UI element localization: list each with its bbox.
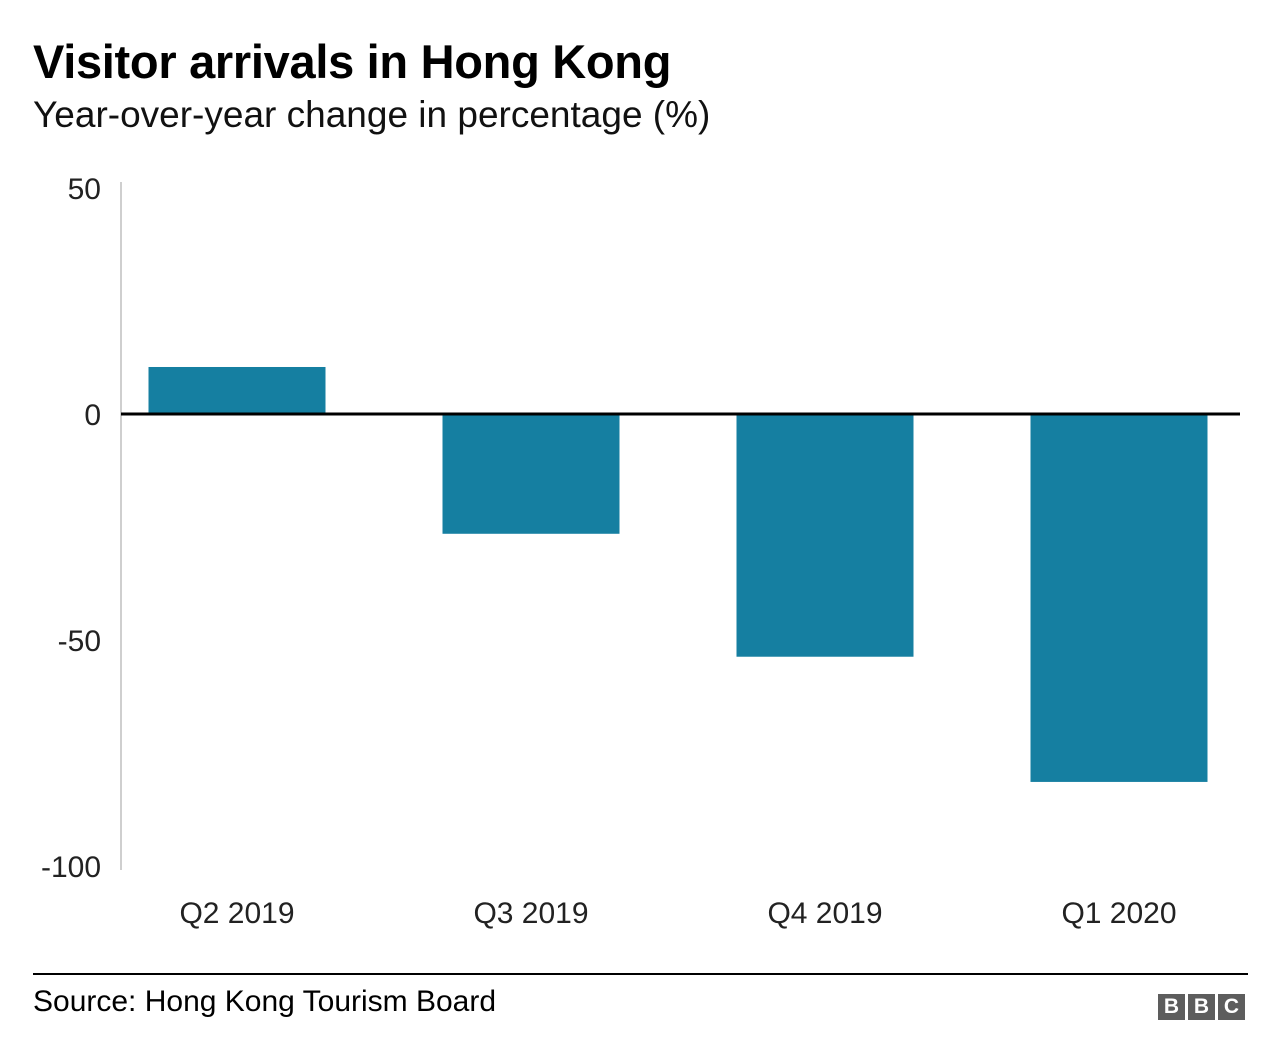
y-tick-label: 0: [84, 399, 101, 432]
bbc-logo-letter: B: [1188, 994, 1215, 1020]
chart-subtitle: Year-over-year change in percentage (%): [33, 94, 711, 135]
bbc-logo-letter: C: [1218, 994, 1245, 1020]
x-category-labels: Q2 2019 Q3 2019 Q4 2019 Q1 2020: [179, 897, 1176, 930]
bar-q2-2019: [148, 366, 326, 414]
x-category-label: Q2 2019: [179, 897, 294, 930]
y-tick-label: -50: [58, 625, 101, 658]
y-tick-label: 50: [68, 173, 101, 206]
y-tick-label: -100: [41, 851, 101, 884]
x-category-label: Q3 2019: [473, 897, 588, 930]
bar-q3-2019: [442, 414, 620, 534]
bar-q1-2020: [1030, 414, 1208, 782]
bar-q4-2019: [736, 414, 914, 657]
bbc-logo-letter: B: [1158, 994, 1185, 1020]
footer-divider: [33, 973, 1248, 975]
x-category-label: Q4 2019: [767, 897, 882, 930]
y-tick-labels: 50 0 -50 -100: [41, 173, 101, 884]
chart-title: Visitor arrivals in Hong Kong: [33, 35, 672, 88]
bbc-logo: B B C: [1158, 994, 1245, 1020]
bar-chart: 50 0 -50 -100 Q2 2019 Q3 2019 Q4 2019 Q1…: [41, 173, 1240, 930]
x-category-label: Q1 2020: [1061, 897, 1176, 930]
bars-group: [148, 366, 1208, 782]
source-note: Source: Hong Kong Tourism Board: [33, 985, 497, 1018]
